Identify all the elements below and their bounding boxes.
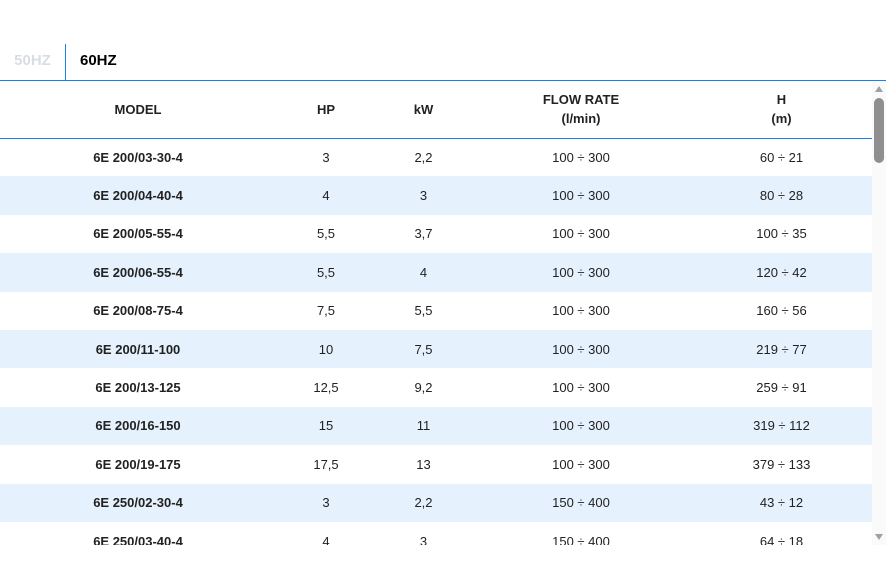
head-cell: 64 ÷ 18 — [759, 533, 804, 545]
column-header-unit: (l/min) — [561, 111, 601, 127]
kw-cell: 11 — [376, 406, 471, 446]
column-header-label: MODEL — [114, 101, 162, 117]
kw-cell: 3 — [419, 533, 428, 545]
column-header-unit: (m) — [771, 111, 792, 127]
flow-rate-cell: 100 ÷ 300 — [552, 226, 610, 242]
hp-cell: 7,5 — [316, 303, 336, 319]
column-header: FLOW RATE (l/min) — [471, 81, 691, 139]
kw-cell: 13 — [416, 456, 431, 472]
kw-cell: 2,2 — [414, 149, 433, 165]
hp-cell: 12,5 — [313, 380, 339, 396]
flow-rate-cell: 100 ÷ 300 — [552, 303, 610, 319]
kw-cell: 3,7 — [414, 226, 433, 242]
table-row: 6E 200/19-175 17,5 13 100 ÷ 300 379 ÷ 133 — [0, 445, 872, 483]
model-cell: 6E 200/06-55-4 — [0, 253, 276, 292]
hp-cell: 15 — [276, 406, 376, 446]
kw-cell: 4 — [376, 253, 471, 292]
flow-rate-cell: 100 ÷ 300 — [471, 329, 691, 369]
flow-rate-cell: 150 ÷ 400 — [471, 483, 691, 522]
kw-cell: 5,5 — [414, 303, 433, 319]
tab-50hz[interactable]: 50HZ — [0, 44, 66, 80]
hp-cell: 4 — [322, 533, 330, 545]
hp-cell: 5,5 — [276, 253, 376, 292]
kw-cell: 2,2 — [376, 483, 471, 522]
model-table: MODEL HP kW FLOW RATE (l/min) H (m) 6E 200/03-… — [0, 81, 872, 545]
table-row: 6E 200/03-30-4 3 2,2 100 ÷ 300 60 ÷ 21 — [0, 138, 872, 176]
flow-rate-cell: 100 ÷ 300 — [552, 149, 610, 165]
column-header: H (m) — [691, 81, 872, 139]
frequency-tabs: 50HZ 60HZ — [0, 44, 886, 81]
scrollbar[interactable] — [872, 81, 886, 545]
head-cell: 259 ÷ 91 — [756, 380, 807, 396]
scroll-up-arrow-icon[interactable] — [875, 86, 883, 92]
column-header: HP — [276, 81, 376, 139]
head-cell: 80 ÷ 28 — [691, 176, 872, 215]
model-cell: 6E 200/13-125 — [95, 380, 181, 396]
model-cell: 6E 200/19-175 — [95, 456, 181, 472]
table-row: 6E 200/04-40-4 4 3 100 ÷ 300 80 ÷ 28 — [0, 176, 872, 215]
flow-rate-cell: 150 ÷ 400 — [552, 533, 610, 545]
tab-60hz[interactable]: 60HZ — [80, 52, 117, 69]
hp-cell: 3 — [276, 483, 376, 522]
table-row: 6E 200/13-125 12,5 9,2 100 ÷ 300 259 ÷ 91 — [0, 368, 872, 406]
model-cell: 6E 200/03-30-4 — [93, 149, 183, 165]
table-container: MODEL HP kW FLOW RATE (l/min) H (m) 6E 200/03-… — [0, 81, 872, 545]
model-cell: 6E 200/05-55-4 — [93, 226, 183, 242]
column-header-label: kW — [413, 101, 434, 117]
head-cell: 319 ÷ 112 — [691, 406, 872, 446]
kw-cell: 7,5 — [376, 329, 471, 369]
kw-cell: 9,2 — [414, 380, 433, 396]
table-row: 6E 200/06-55-4 5,5 4 100 ÷ 300 120 ÷ 42 — [0, 253, 872, 292]
column-header-label: HP — [316, 101, 336, 117]
kw-cell: 3 — [376, 176, 471, 215]
model-cell: 6E 250/03-40-4 — [93, 533, 183, 545]
hp-cell: 5,5 — [316, 226, 336, 242]
flow-rate-cell: 100 ÷ 300 — [552, 456, 610, 472]
column-header-label: H — [776, 92, 787, 108]
table-row: 6E 250/02-30-4 3 2,2 150 ÷ 400 43 ÷ 12 — [0, 483, 872, 522]
model-cell: 6E 200/04-40-4 — [0, 176, 276, 215]
table-row: 6E 200/16-150 15 11 100 ÷ 300 319 ÷ 112 — [0, 406, 872, 446]
scrollbar-thumb[interactable] — [874, 98, 884, 163]
model-cell: 6E 200/16-150 — [0, 406, 276, 446]
head-cell: 160 ÷ 56 — [756, 303, 807, 319]
hp-cell: 17,5 — [313, 456, 339, 472]
hp-cell: 3 — [322, 149, 330, 165]
head-cell: 379 ÷ 133 — [752, 456, 811, 472]
column-header: MODEL — [0, 81, 276, 139]
flow-rate-cell: 100 ÷ 300 — [552, 380, 610, 396]
head-cell: 120 ÷ 42 — [691, 253, 872, 292]
column-header-label: FLOW RATE — [542, 92, 620, 108]
flow-rate-cell: 100 ÷ 300 — [471, 406, 691, 446]
column-header: kW — [376, 81, 471, 139]
flow-rate-cell: 100 ÷ 300 — [471, 176, 691, 215]
head-cell: 100 ÷ 35 — [756, 226, 807, 242]
hp-cell: 4 — [276, 176, 376, 215]
hp-cell: 10 — [276, 329, 376, 369]
model-cell: 6E 200/11-100 — [0, 329, 276, 369]
head-cell: 60 ÷ 21 — [759, 149, 804, 165]
scroll-down-arrow-icon[interactable] — [875, 534, 883, 540]
model-cell: 6E 250/02-30-4 — [0, 483, 276, 522]
model-cell: 6E 200/08-75-4 — [93, 303, 183, 319]
table-row: 6E 200/08-75-4 7,5 5,5 100 ÷ 300 160 ÷ 56 — [0, 292, 872, 330]
head-cell: 219 ÷ 77 — [691, 329, 872, 369]
table-row: 6E 200/11-100 10 7,5 100 ÷ 300 219 ÷ 77 — [0, 329, 872, 369]
flow-rate-cell: 100 ÷ 300 — [471, 253, 691, 292]
table-row: 6E 250/03-40-4 4 3 150 ÷ 400 64 ÷ 18 — [0, 522, 872, 545]
table-row: 6E 200/05-55-4 5,5 3,7 100 ÷ 300 100 ÷ 35 — [0, 215, 872, 253]
head-cell: 43 ÷ 12 — [691, 483, 872, 522]
